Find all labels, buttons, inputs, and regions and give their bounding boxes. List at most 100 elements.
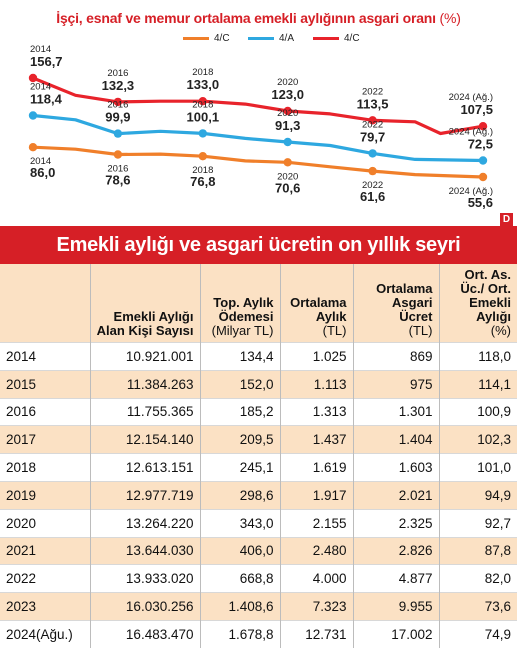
legend-item: 4/C [183,33,230,44]
table-cell: 1.301 [353,397,440,426]
value-label: 86,0 [30,165,55,180]
table-row: 2017 12.154.140 209,5 1.437 1.404 102,3 [0,425,517,454]
table-cell: 92,7 [439,508,517,538]
legend-item: 4/A [248,33,294,44]
column-header: Ortalama Aylık (TL) [280,264,354,343]
table-row: 2015 11.384.263 152,0 1.113 975 114,1 [0,369,517,399]
table-row: 2022 13.933.020 668,8 4.000 4.877 82,0 [0,564,517,593]
value-label: 55,6 [468,195,493,210]
data-point [198,152,207,161]
table-cell: 74,9 [439,619,517,648]
column-header-unit: (TL) [408,323,433,338]
table-cell: 185,2 [200,397,281,426]
column-header-label: Top. Aylık Ödemesi [213,295,274,324]
table-cell: 118,0 [439,342,517,371]
value-label: 118,4 [30,92,63,107]
table-cell: 94,9 [439,480,517,510]
year-label: 2020 [277,77,298,88]
table-row: 2018 12.613.151 245,1 1.619 1.603 101,0 [0,453,517,482]
table-cell: 2023 [0,592,91,621]
legend-label: 4/C [214,33,230,44]
table-cell: 2020 [0,508,91,538]
table-row: 2014 10.921.001 134,4 1.025 869 118,0 [0,342,517,371]
table-cell: 1.678,8 [200,619,281,648]
table-cell: 975 [353,369,440,399]
value-label: 76,8 [190,174,215,189]
table-cell: 13.644.030 [90,536,201,565]
year-label: 2020 [277,108,298,119]
column-header-label: Emekli Aylığı Alan Kişi Sayısı [96,309,194,338]
table-cell: 2.021 [353,480,440,510]
year-label: 2014 [30,44,51,55]
table-cell: 4.877 [353,564,440,593]
data-point [28,73,38,83]
table-cell: 11.755.365 [90,397,201,426]
value-label: 78,6 [105,173,130,188]
value-label: 99,9 [105,110,130,125]
column-header: Ort. As. Üc./ Ort. Emekli Aylığı (%) [439,264,517,343]
year-label: 2022 [362,86,383,97]
year-label: 2014 [30,156,51,167]
table-cell: 245,1 [200,453,281,482]
table-cell: 2.325 [353,508,440,538]
year-label: 2016 [107,164,128,175]
table-cell: 1.025 [280,342,354,371]
column-header-unit: (Milyar TL) [211,323,274,338]
data-point [113,97,123,107]
data-point [283,158,292,167]
value-label: 91,3 [275,118,300,133]
value-label: 70,6 [275,180,300,195]
table-cell: 13.933.020 [90,564,201,593]
value-label: 132,3 [102,78,135,93]
column-header: Top. Aylık Ödemesi (Milyar TL) [200,264,281,343]
table-cell: 16.030.256 [90,592,201,621]
table-cell: 668,8 [200,564,281,593]
year-label: 2018 [192,99,213,110]
table-body: 2014 10.921.001 134,4 1.025 869 118,0 2015 11.3… [0,342,517,648]
brand-logo: D [500,213,513,226]
series-line [31,145,485,179]
table-header-row: Emekli Aylığı Alan Kişi Sayısı Top. Aylık… [0,264,517,343]
table-cell: 2018 [0,453,91,482]
legend-item: 4/C [313,33,360,44]
table-cell: 1.437 [280,425,354,454]
column-header: Ortalama Asgari Ücret (TL) [353,264,440,343]
table-cell: 2.826 [353,536,440,565]
table-cell: 209,5 [200,425,281,454]
table-cell: 406,0 [200,536,281,565]
value-label: 72,5 [468,137,493,152]
table-cell: 152,0 [200,369,281,399]
table-row: 2016 11.755.365 185,2 1.313 1.301 100,9 [0,397,517,426]
data-point [28,111,38,120]
table-cell: 2022 [0,564,91,593]
table-cell: 2.155 [280,508,354,538]
table-cell: 2024(Ağu.) [0,619,91,648]
year-label: 2014 [30,82,51,93]
data-point [368,166,377,176]
table-cell: 16.483.470 [90,619,201,648]
table-cell: 10.921.001 [90,342,201,371]
value-label: 79,7 [360,129,385,144]
series-line [31,113,485,163]
table-cell: 298,6 [200,480,281,510]
value-label: 133,0 [187,77,220,92]
year-label: 2024 (Ağ.) [449,92,493,103]
chart-panel: İşçi, esnaf ve memur ortalama emekli ayl… [0,0,517,226]
table-cell: 12.154.140 [90,425,201,454]
table-row: 2020 13.264.220 343,0 2.155 2.325 92,7 [0,508,517,538]
data-point [198,97,207,106]
data-point [28,143,38,152]
data-point [283,137,292,147]
column-header: Emekli Aylığı Alan Kişi Sayısı [90,264,201,343]
data-point [478,156,488,165]
table-cell: 12.977.719 [90,480,201,510]
table-cell: 4.000 [280,564,354,593]
year-label: 2018 [192,67,213,78]
table-cell: 1.404 [353,425,440,454]
year-label: 2016 [107,68,128,79]
table-cell: 9.955 [353,592,440,621]
value-label: 61,6 [360,189,385,204]
chart-title-unit: (%) [439,10,461,26]
table-cell: 1.619 [280,453,354,482]
